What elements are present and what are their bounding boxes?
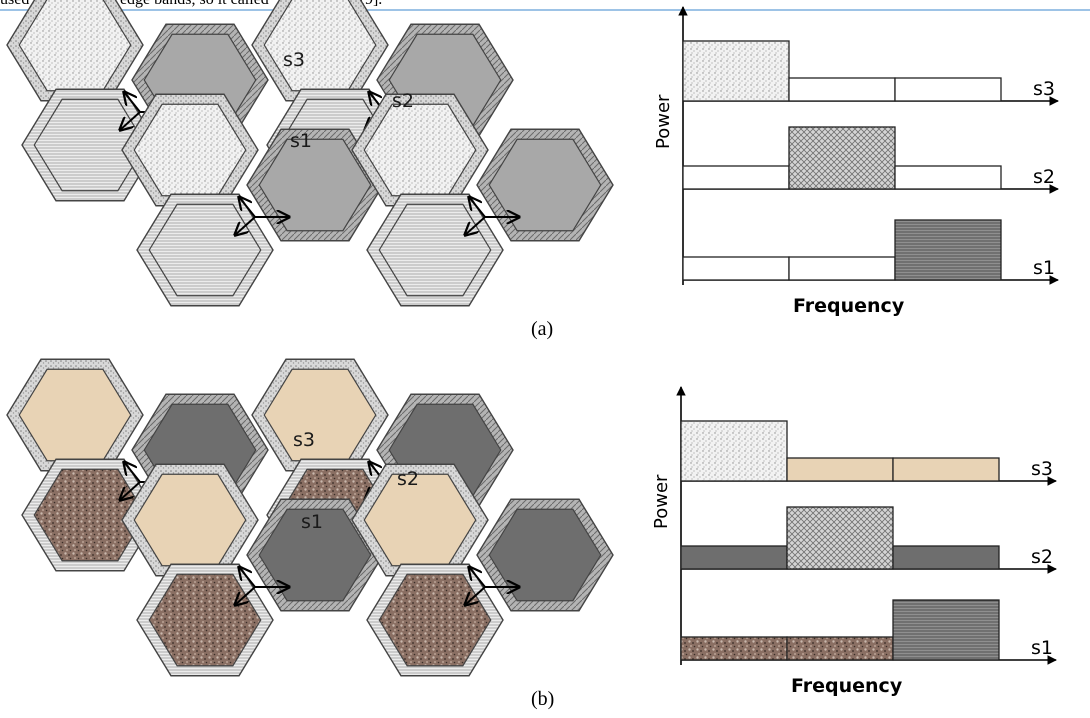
row-label-s2: s2 [1033,166,1055,188]
header-text-line: used in center and edge bands, so it cal… [0,0,1090,11]
hex-center-s3 [133,473,247,567]
cell-label-s3: s3 [283,49,305,71]
band-bar-s2-1 [680,545,788,570]
y-axis-label: Power [653,94,674,149]
band-bar-s3-2 [788,77,896,102]
x-axis-label: Frequency [791,675,903,697]
antenna-arrow [469,197,486,218]
hex-center-s2 [258,508,372,602]
hex-center-s3 [363,103,477,197]
band-bar-s3-1 [680,420,788,482]
antenna-arrow [469,567,486,588]
hex-center-s3 [18,368,132,462]
antenna-arrow [124,92,141,113]
band-bar-s1-2 [788,256,896,281]
power-frequency-chart-b: s3 s2 s1 Frequency Power [651,386,1057,697]
band-bar-s3-2 [786,457,894,482]
antenna-arrow [235,216,256,235]
band-bar-s1-2 [786,636,894,661]
antenna-arrow [465,586,486,605]
hex-center-s3 [18,0,132,92]
band-bar-s2-3 [892,545,1000,570]
row-label-s2: s2 [1031,546,1053,568]
cell-label-s2: s2 [397,468,419,490]
band-bar-s3-3 [894,77,1002,102]
hex-center-s2 [258,138,372,232]
hex-center-s3 [133,103,247,197]
hex-center-s2 [488,508,602,602]
band-bar-s2-2 [786,506,894,570]
hex-layout-a: s1 s2 s3 [6,0,614,307]
antenna-arrow [239,567,256,588]
caption-b: (b) [531,688,555,710]
x-axis-label: Frequency [793,295,905,317]
band-bar-s1-3 [894,219,1002,281]
band-bar-s2-3 [894,165,1002,190]
antenna-arrow [124,462,141,483]
row-label-s3: s3 [1031,458,1053,480]
antenna-arrow [465,216,486,235]
header-text: used in center and edge bands, so it cal… [0,0,382,9]
hex-layout-b: s1 s2 s3 [6,358,614,677]
cell-label-s2: s2 [392,90,414,112]
caption-a: (a) [531,318,554,340]
antenna-arrow [235,586,256,605]
band-bar-s3-1 [682,40,790,102]
band-bar-s1-1 [682,256,790,281]
cell-label-s1: s1 [290,130,312,152]
band-bar-s2-2 [788,126,896,190]
band-bar-s1-1 [680,636,788,661]
row-label-s3: s3 [1033,78,1055,100]
band-bar-s2-1 [682,165,790,190]
row-label-s1: s1 [1031,637,1053,659]
hex-center-s3 [363,473,477,567]
antenna-arrow [120,111,141,130]
antenna-arrow [120,481,141,500]
band-bar-s3-3 [892,457,1000,482]
antenna-arrow [239,197,256,218]
band-bar-s1-3 [892,599,1000,661]
y-axis-label: Power [651,474,672,529]
hex-center-s3 [263,0,377,92]
power-frequency-chart-a: s3 s2 s1 Frequency Power [653,6,1059,317]
cell-label-s3: s3 [293,429,315,451]
row-label-s1: s1 [1033,257,1055,279]
hex-center-s3 [263,368,377,462]
hex-center-s2 [488,138,602,232]
cell-label-s1: s1 [301,511,323,533]
